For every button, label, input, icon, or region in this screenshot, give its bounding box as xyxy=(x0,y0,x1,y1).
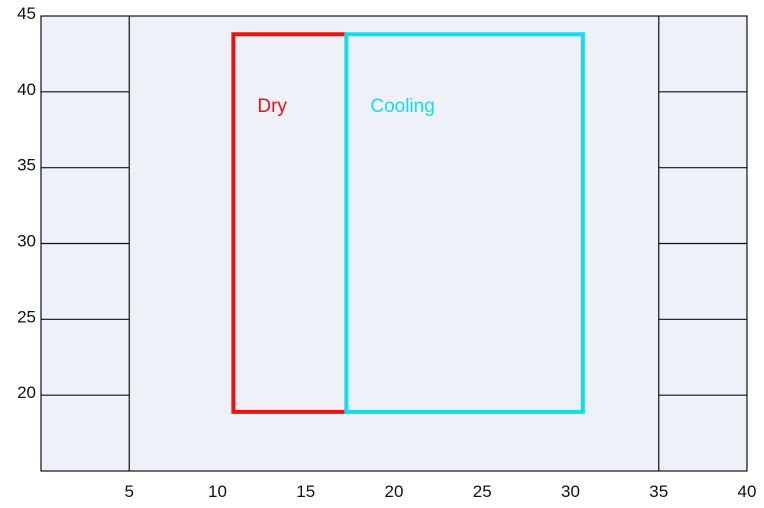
x-tick-label-35: 35 xyxy=(649,482,668,501)
y-tick-label-35: 35 xyxy=(17,156,36,175)
x-tick-label-40: 40 xyxy=(738,482,757,501)
region-cooling xyxy=(344,32,585,414)
y-tick-label-25: 25 xyxy=(17,307,36,326)
y-tick-label-20: 20 xyxy=(17,383,36,402)
x-tick-label-30: 30 xyxy=(561,482,580,501)
plot-area xyxy=(40,15,748,472)
x-axis: 5 10 15 20 25 30 35 40 xyxy=(125,482,757,501)
x-tick-label-20: 20 xyxy=(385,482,404,501)
y-tick-label-45: 45 xyxy=(17,4,36,23)
x-tick-label-5: 5 xyxy=(125,482,134,501)
region-dry xyxy=(231,32,347,414)
y-tick-label-30: 30 xyxy=(17,232,36,251)
gridlines xyxy=(41,91,747,396)
x-tick-label-10: 10 xyxy=(208,482,227,501)
regions: Dry Cooling xyxy=(231,32,585,414)
region-label-cooling: Cooling xyxy=(370,96,434,117)
region-label-dry: Dry xyxy=(257,96,287,117)
vertical-lines xyxy=(128,16,660,471)
y-tick-label-40: 40 xyxy=(17,80,36,99)
x-tick-label-25: 25 xyxy=(473,482,492,501)
y-axis: 20 25 30 35 40 45 xyxy=(17,4,36,402)
x-tick-label-15: 15 xyxy=(296,482,315,501)
